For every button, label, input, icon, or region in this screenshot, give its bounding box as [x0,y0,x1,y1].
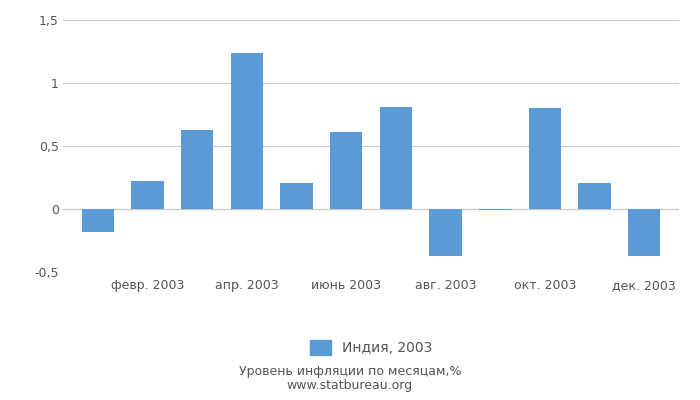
Bar [132,181,164,209]
Bar [578,182,610,209]
Bar [479,209,511,210]
Bar [429,209,462,256]
Bar [330,132,363,209]
Text: www.statbureau.org: www.statbureau.org [287,379,413,392]
Bar [628,209,660,256]
Bar [231,53,263,209]
Bar [528,108,561,209]
Bar [280,182,313,209]
Legend: Индия, 2003: Индия, 2003 [304,335,438,361]
Bar [181,130,214,209]
Bar [82,209,114,232]
Bar [379,107,412,209]
Text: Уровень инфляции по месяцам,%: Уровень инфляции по месяцам,% [239,365,461,378]
